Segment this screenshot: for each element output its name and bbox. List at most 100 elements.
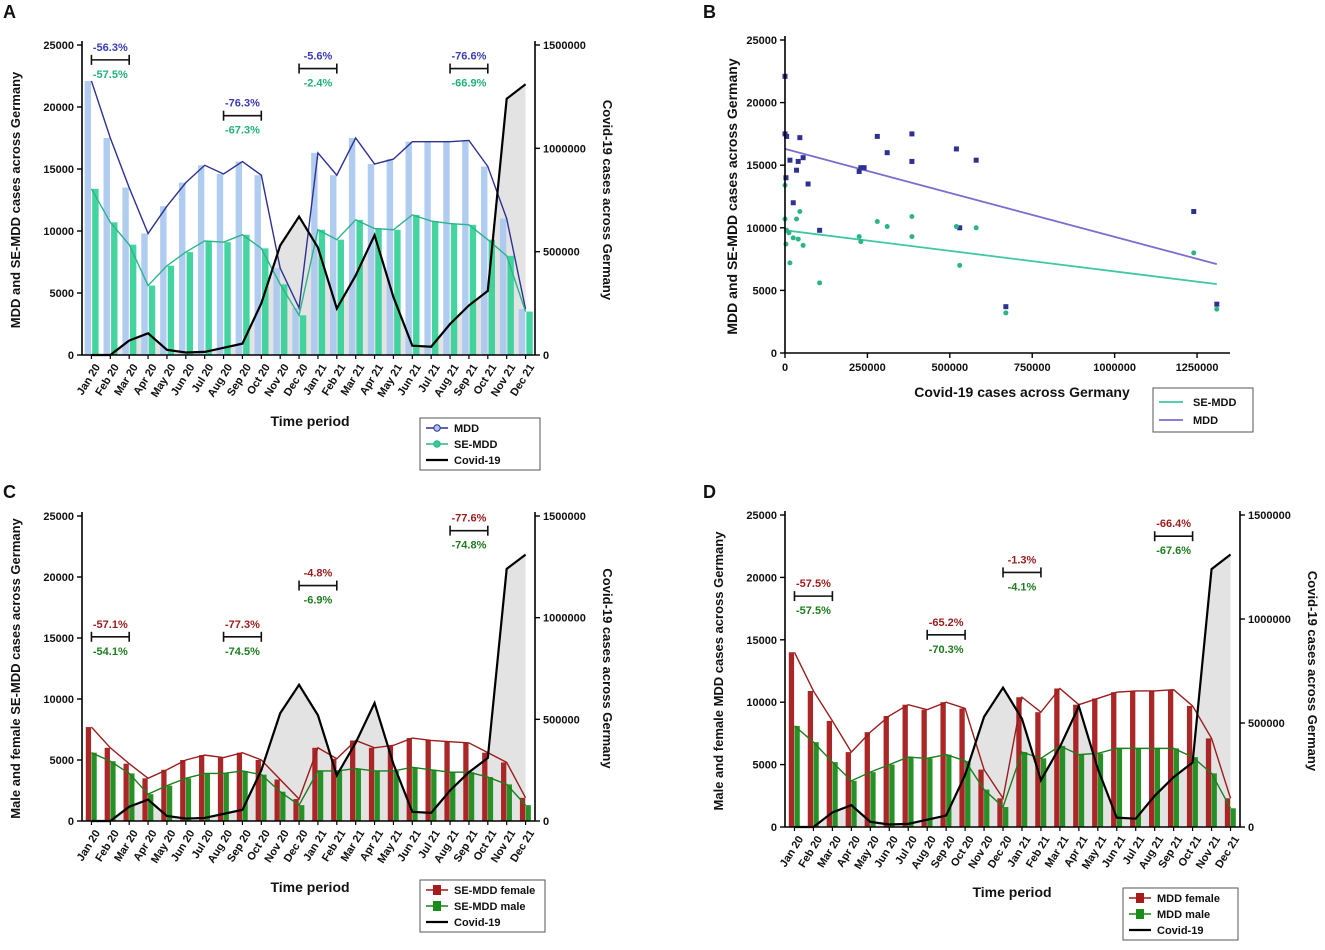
bar-se-mdd-male — [412, 767, 418, 821]
bar-se-mdd — [488, 239, 495, 355]
bar-se-mdd-female — [255, 760, 261, 821]
bar-mdd-male — [965, 760, 971, 827]
y2-axis-title: Covid-19 cases across Germany — [600, 100, 615, 301]
x-axis-title: Time period — [270, 413, 349, 429]
bar-se-mdd — [299, 315, 307, 355]
bar-mdd-male — [1116, 748, 1123, 827]
y-axis-title: Male and female SE-MDD cases across Germ… — [8, 517, 23, 818]
bar-se-mdd — [526, 311, 533, 355]
point-mdd — [805, 181, 811, 187]
percent-change-bracket: -57.5% -57.5% — [793, 578, 834, 617]
point-se-mdd — [797, 209, 803, 215]
bar-se-mdd — [413, 214, 420, 355]
bar-se-mdd-female — [123, 763, 129, 821]
y2-tick-label: 0 — [543, 350, 549, 362]
point-mdd — [787, 157, 793, 163]
bar-mdd-female — [1224, 798, 1231, 827]
legend-marker — [433, 424, 441, 432]
legend-marker — [1136, 909, 1144, 919]
bar-se-mdd-female — [217, 757, 224, 821]
legend-item: SE-MDD male — [426, 901, 526, 913]
bracket-bottom-label: -57.5% — [93, 69, 128, 81]
y-tick-label: 10000 — [43, 694, 74, 706]
y2-tick-label: 1500000 — [1248, 510, 1291, 522]
bar-mdd-female — [845, 752, 851, 827]
series-line-se-mdd-male — [91, 752, 527, 807]
bar-se-mdd-female — [161, 769, 167, 821]
bar-mdd-male — [1021, 752, 1028, 827]
bar-se-mdd — [129, 244, 137, 355]
x-tick-label: 750000 — [1014, 362, 1051, 374]
legend-label: Covid-19 — [1157, 925, 1203, 937]
point-se-mdd — [787, 260, 793, 266]
bar-mdd-female — [788, 652, 795, 827]
legend-marker — [433, 901, 441, 911]
bar-mdd-male — [1154, 748, 1160, 827]
legend-item: SE-MDD — [1159, 397, 1236, 409]
bracket-bottom-label: -66.9% — [452, 78, 487, 90]
y-tick-label: 15000 — [746, 160, 777, 172]
bar-se-mdd-female — [482, 752, 488, 821]
bar-mdd-male — [946, 754, 952, 827]
bar-mdd-male — [908, 757, 914, 827]
bar-se-mdd-male — [299, 805, 305, 821]
bar-mdd-male — [1097, 753, 1104, 827]
x-tick-label: 500000 — [931, 362, 968, 374]
bracket-bottom-label: -67.6% — [1156, 545, 1191, 557]
bracket-top-label: -56.3% — [93, 42, 128, 54]
bar-mdd — [292, 307, 299, 355]
x-axis-title: Time period — [972, 884, 1051, 900]
point-mdd — [1214, 301, 1220, 307]
bar-se-mdd-female — [104, 747, 110, 821]
point-mdd — [953, 146, 959, 152]
bar-se-mdd-male — [487, 777, 494, 821]
legend-item: MDD — [1159, 415, 1218, 427]
bracket-top-label: -77.6% — [452, 513, 487, 525]
legend: MDD female MDD male Covid-19 — [1122, 887, 1239, 941]
y2-axis-title: Covid-19 cases across Germany — [1305, 571, 1320, 772]
bar-mdd-female — [1073, 704, 1079, 827]
bar-se-mdd-female — [444, 741, 450, 821]
point-mdd — [797, 135, 803, 141]
bar-mdd-male — [1135, 748, 1142, 827]
y2-tick-label: 0 — [1248, 822, 1254, 834]
point-mdd — [909, 158, 915, 164]
bar-mdd — [481, 166, 488, 355]
y-tick-label: 25000 — [746, 510, 777, 522]
bar-se-mdd-female — [368, 747, 375, 821]
bar-mdd — [273, 268, 280, 355]
bracket-bottom-label: -74.5% — [225, 646, 260, 658]
bar-se-mdd-female — [236, 752, 243, 821]
bar-mdd-male — [1173, 748, 1179, 827]
legend-item: SE-MDD — [426, 439, 497, 451]
y2-tick-label: 500000 — [1248, 718, 1285, 730]
y-tick-label: 20000 — [43, 102, 74, 114]
point-se-mdd — [874, 219, 880, 225]
legend-marker — [1136, 893, 1144, 903]
bar-mdd-female — [1092, 698, 1098, 827]
bar-se-mdd-male — [468, 772, 475, 821]
percent-change-bracket: -57.1% -54.1% — [90, 619, 130, 658]
covid-line — [91, 83, 527, 357]
bar-se-mdd-male — [204, 773, 210, 821]
y-axis-title: MDD and SE-MDD cases across Germany — [8, 71, 23, 328]
bar-se-mdd-male — [185, 778, 192, 821]
bracket-top-label: -4.8% — [304, 568, 333, 580]
bar-se-mdd-female — [406, 738, 412, 821]
bar-mdd-female — [940, 702, 946, 827]
legend: SE-MDD MDD — [1152, 387, 1254, 433]
bar-mdd — [122, 187, 129, 355]
point-mdd — [800, 155, 806, 161]
bracket-bottom-label: -2.4% — [304, 78, 333, 90]
legend-marker — [433, 440, 441, 448]
point-mdd — [794, 167, 800, 173]
percent-change-bracket: -77.3% -74.5% — [222, 619, 263, 658]
bar-se-mdd-female — [387, 745, 394, 821]
y-tick-label: 15000 — [43, 633, 74, 645]
bar-se-mdd-male — [280, 791, 286, 821]
bar-mdd — [367, 164, 375, 355]
x-tick-label: 0 — [782, 362, 788, 374]
panel-letter: D — [703, 482, 716, 502]
bar-se-mdd — [318, 229, 326, 355]
percent-change-bracket: -76.6% -66.9% — [449, 51, 489, 90]
